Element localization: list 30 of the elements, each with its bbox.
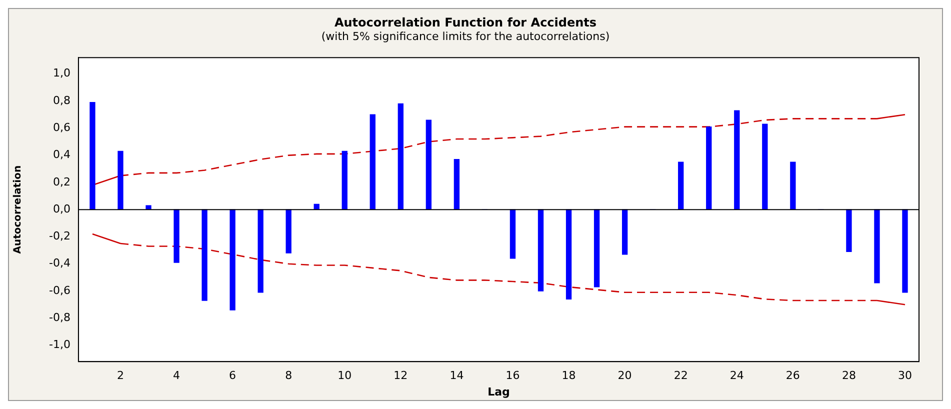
x-tick-label: 8 — [285, 369, 292, 382]
y-tick-label: -1,0 — [48, 338, 70, 352]
x-tick-label: 24 — [730, 369, 744, 382]
y-tick-label: -0,6 — [48, 284, 70, 297]
x-tick-label: 16 — [506, 369, 520, 382]
x-tick-label: 6 — [229, 369, 236, 382]
x-tick-label: 22 — [674, 369, 688, 382]
y-tick-label: 0,6 — [52, 121, 70, 134]
y-tick-label: 1,0 — [52, 66, 70, 80]
x-tick-label: 20 — [618, 369, 632, 382]
x-tick-label: 10 — [338, 369, 352, 382]
x-tick-label: 2 — [116, 369, 124, 382]
x-tick-label: 4 — [173, 369, 180, 382]
chart-title: Autocorrelation Function for Accidents — [334, 15, 597, 30]
y-tick-label: -0,4 — [48, 256, 70, 270]
x-axis-title: Lag — [488, 385, 510, 398]
y-tick-label: 0,0 — [52, 202, 70, 216]
x-tick-label: 30 — [898, 369, 912, 382]
x-tick-label: 18 — [562, 369, 576, 382]
y-tick-label: 0,2 — [52, 175, 70, 188]
y-tick-label: 0,8 — [52, 94, 70, 107]
y-axis-title: Autocorrelation — [12, 165, 24, 254]
x-tick-label: 12 — [394, 369, 408, 382]
x-tick-label: 26 — [786, 369, 800, 382]
x-tick-label: 28 — [842, 369, 856, 382]
x-tick-label: 14 — [450, 369, 464, 382]
y-tick-label: 0,4 — [52, 148, 70, 162]
y-tick-label: -0,2 — [48, 230, 70, 243]
y-tick-label: -0,8 — [48, 311, 70, 324]
chart-subtitle: (with 5% significance limits for the autocorrelations) — [321, 30, 610, 43]
